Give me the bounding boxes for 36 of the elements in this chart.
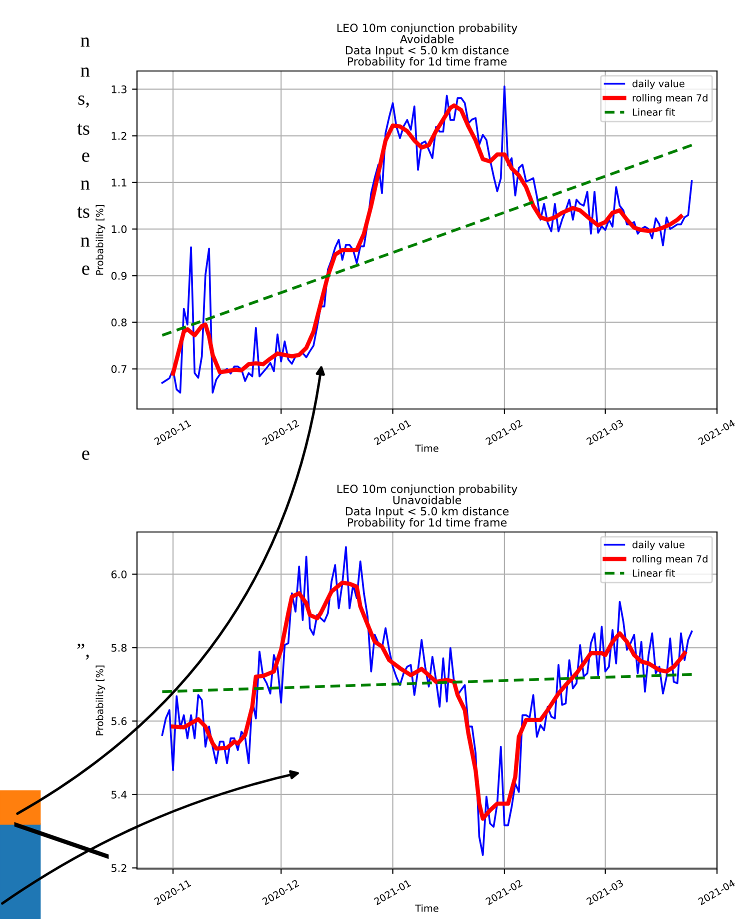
legend-label: rolling mean 7d <box>632 555 708 564</box>
y-tick-label: 0.9 <box>111 272 127 280</box>
y-tick-label: 1.0 <box>112 225 127 234</box>
legend-label: daily value <box>632 80 684 90</box>
text: n <box>80 38 90 47</box>
y-tick-label: 5.4 <box>112 790 127 799</box>
text: n <box>80 180 90 190</box>
text: ts <box>77 124 90 135</box>
y-tick-label: 5.2 <box>112 864 126 872</box>
text: n <box>80 238 90 247</box>
legend-label: Linear fit <box>632 569 675 577</box>
chart-title: LEO 10m conjunction probability Unavoidable Data Input < 5.0 km distance Probability for 1d time frame <box>337 484 518 529</box>
text: e <box>82 152 90 162</box>
text: e <box>82 450 90 460</box>
y-tick-label: 1.3 <box>112 85 126 94</box>
y-tick-label: 6.0 <box>111 570 127 578</box>
line-series <box>170 580 687 821</box>
legend-label: daily value <box>632 540 684 550</box>
text: ”, <box>77 644 89 660</box>
y-tick-label: 0.7 <box>111 365 126 374</box>
y-tick-label: 5.6 <box>112 717 127 726</box>
y-tick-label: 1.2 <box>112 132 126 140</box>
chart-title: LEO 10m conjunction probability Avoidable Data Input < 5.0 km distance Probability for 1d time frame <box>337 23 518 68</box>
x-axis-title: Time <box>415 444 438 452</box>
text: s, <box>78 96 89 108</box>
text: ts <box>77 206 90 218</box>
text: n <box>80 68 90 77</box>
y-tick-label: 1.1 <box>112 178 126 186</box>
x-axis-title: Time <box>415 904 438 912</box>
y-tick-label: 5.8 <box>112 644 127 652</box>
y-axis-title: Probability [%] <box>96 666 106 736</box>
text: e <box>82 266 90 275</box>
y-axis-title: Probability [%] <box>96 205 106 275</box>
y-tick-label: 0.8 <box>111 318 127 326</box>
legend-label: Linear fit <box>632 108 675 116</box>
legend-label: rolling mean 7d <box>632 94 708 104</box>
